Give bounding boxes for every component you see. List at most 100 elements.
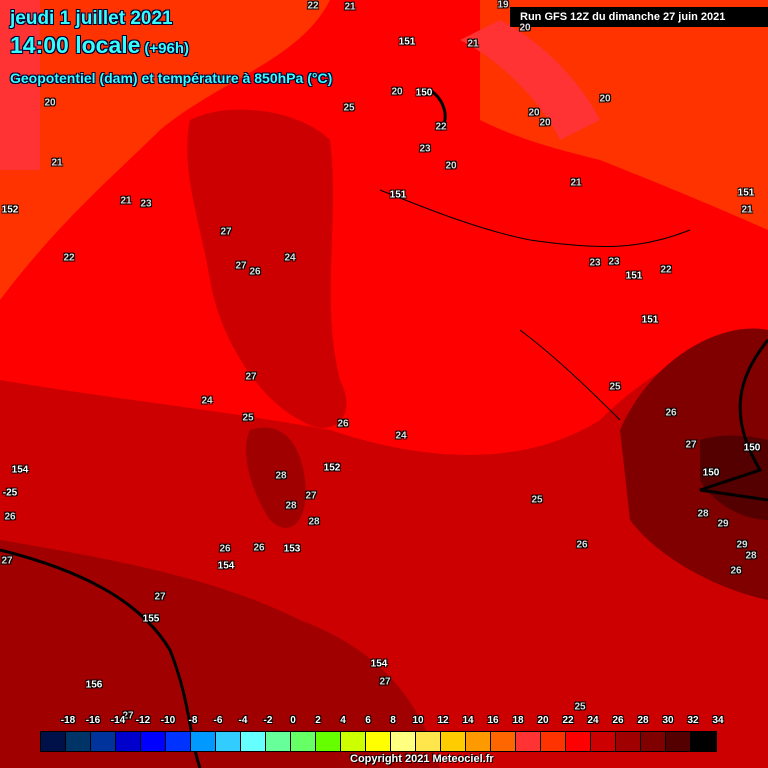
temperature-label: 25	[609, 381, 621, 393]
temperature-label: 21	[467, 38, 479, 50]
legend-tick-label: -16	[85, 715, 101, 726]
temperature-label: 26	[337, 418, 349, 430]
geopotential-label: 151	[398, 36, 416, 48]
lead-time: (+96h)	[144, 40, 190, 57]
legend-tick-label: -8	[188, 715, 198, 726]
temperature-label: 22	[307, 0, 319, 12]
copyright: Copyright 2021 Meteociel.fr	[350, 753, 494, 765]
legend-tick-label: 10	[412, 715, 424, 726]
legend-tick-label: 18	[512, 715, 524, 726]
legend-swatch	[291, 732, 316, 751]
geopotential-label: 151	[625, 270, 643, 282]
temperature-label: 27	[154, 591, 166, 603]
legend-tick-label: 32	[687, 715, 699, 726]
temperature-label: 27	[1, 555, 13, 567]
legend-swatch	[466, 732, 491, 751]
temperature-label: 21	[51, 157, 63, 169]
legend-tick-label: 14	[462, 715, 474, 726]
legend-tick-label: -2	[263, 715, 273, 726]
legend-swatch	[141, 732, 166, 751]
temperature-label: 26	[4, 511, 16, 523]
temperature-label: 27	[245, 371, 257, 383]
parameter-title: Geopotentiel (dam) et température à 850h…	[10, 70, 333, 86]
geopotential-label: 152	[1, 204, 19, 216]
geopotential-label: 154	[217, 560, 235, 572]
geopotential-label: 150	[702, 467, 720, 479]
geopotential-label: 152	[323, 462, 341, 474]
temperature-label: 20	[519, 22, 531, 34]
color-legend	[40, 731, 717, 752]
temperature-label: 26	[219, 543, 231, 555]
geopotential-label: 154	[370, 658, 388, 670]
geopotential-label: 153	[283, 543, 301, 555]
legend-tick-label: 2	[315, 715, 321, 726]
legend-tick-label: 20	[537, 715, 549, 726]
temperature-label: 29	[717, 518, 729, 530]
forecast-date: jeudi 1 juillet 2021	[10, 8, 173, 29]
temperature-label: 26	[576, 539, 588, 551]
legend-swatch	[591, 732, 616, 751]
temperature-label: 25	[531, 494, 543, 506]
temperature-label: 21	[120, 195, 132, 207]
temperature-label: 20	[445, 160, 457, 172]
legend-swatch	[641, 732, 666, 751]
temperature-label: 21	[344, 1, 356, 13]
legend-swatch	[416, 732, 441, 751]
legend-swatch	[216, 732, 241, 751]
temperature-label: 27	[305, 490, 317, 502]
temperature-label: 24	[395, 430, 407, 442]
legend-tick-label: 24	[587, 715, 599, 726]
temperature-label: 23	[608, 256, 620, 268]
legend-swatch	[66, 732, 91, 751]
legend-tick-label: 30	[662, 715, 674, 726]
legend-swatch	[366, 732, 391, 751]
temperature-label: 29	[736, 539, 748, 551]
legend-tick-label: -18	[60, 715, 76, 726]
legend-swatch	[516, 732, 541, 751]
legend-swatch	[616, 732, 641, 751]
legend-swatch	[191, 732, 216, 751]
temperature-label: 26	[249, 266, 261, 278]
legend-swatch	[441, 732, 466, 751]
temperature-label: 20	[391, 86, 403, 98]
legend-swatch	[316, 732, 341, 751]
temperature-label: 23	[589, 257, 601, 269]
temperature-label: 22	[435, 121, 447, 133]
temperature-label: 20	[528, 107, 540, 119]
geopotential-label: 151	[641, 314, 659, 326]
temperature-label: 20	[44, 97, 56, 109]
temperature-label: 20	[539, 117, 551, 129]
legend-tick-label: 26	[612, 715, 624, 726]
temperature-label: 27	[235, 260, 247, 272]
legend-swatch	[341, 732, 366, 751]
geopotential-label: 154	[11, 464, 29, 476]
legend-tick-label: 8	[390, 715, 396, 726]
temperature-label: 25	[574, 701, 586, 713]
temperature-label: 21	[741, 204, 753, 216]
legend-swatch	[116, 732, 141, 751]
legend-swatch	[166, 732, 191, 751]
geopotential-label: 150	[743, 442, 761, 454]
temperature-label: 28	[308, 516, 320, 528]
geopotential-label: 151	[737, 187, 755, 199]
temperature-label: 22	[63, 252, 75, 264]
legend-tick-label: -6	[213, 715, 223, 726]
temperature-label: 28	[697, 508, 709, 520]
temperature-label: 26	[665, 407, 677, 419]
legend-tick-label: 28	[637, 715, 649, 726]
temperature-label: 27	[122, 710, 134, 722]
temperature-label: 24	[201, 395, 213, 407]
legend-swatch	[91, 732, 116, 751]
legend-tick-label: -4	[238, 715, 248, 726]
legend-swatch	[391, 732, 416, 751]
legend-swatch	[691, 732, 716, 751]
temperature-label: 27	[685, 439, 697, 451]
legend-tick-label: -10	[160, 715, 176, 726]
legend-tick-label: 4	[340, 715, 346, 726]
legend-tick-label: 16	[487, 715, 499, 726]
temperature-label: 22	[660, 264, 672, 276]
temperature-label: 24	[284, 252, 296, 264]
legend-swatch	[266, 732, 291, 751]
local-time: 14:00 locale	[10, 32, 141, 58]
